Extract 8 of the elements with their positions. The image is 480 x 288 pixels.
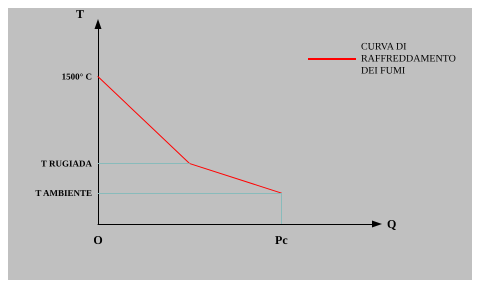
x-axis-title: Q (387, 217, 396, 231)
y-axis-title: T (76, 7, 84, 21)
text: 1500° C (62, 72, 92, 82)
x-tick-label: Pc (275, 233, 288, 247)
legend-label: CURVA DI RAFFREDDAMENTO DEI FUMI (361, 42, 458, 76)
ref-line-label: T RUGIADA (40, 158, 92, 169)
x-tick-label: O (93, 233, 103, 247)
ref-line-label: T AMBIENTE (35, 188, 92, 198)
